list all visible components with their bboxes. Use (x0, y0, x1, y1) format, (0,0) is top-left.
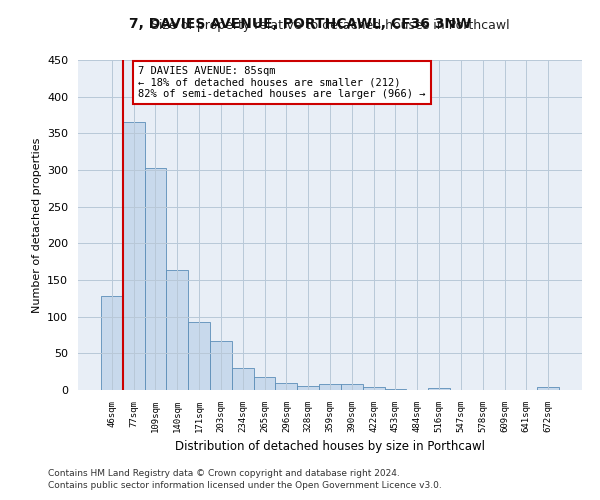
Bar (188, 322, 210, 390)
Bar (537, 387, 559, 390)
Bar (123, 122, 145, 390)
Bar (297, 386, 319, 390)
Bar (319, 384, 341, 390)
Text: 7 DAVIES AVENUE: 85sqm
← 18% of detached houses are smaller (212)
82% of semi-de: 7 DAVIES AVENUE: 85sqm ← 18% of detached… (138, 66, 425, 99)
Bar (101, 296, 123, 390)
Bar (254, 377, 275, 390)
Bar (210, 341, 232, 390)
Bar (145, 168, 166, 390)
Bar (363, 387, 385, 390)
Bar (232, 368, 254, 390)
Text: Contains HM Land Registry data © Crown copyright and database right 2024.: Contains HM Land Registry data © Crown c… (48, 468, 400, 477)
Bar (275, 384, 297, 390)
Y-axis label: Number of detached properties: Number of detached properties (32, 138, 41, 312)
Bar (428, 388, 450, 390)
Title: Size of property relative to detached houses in Porthcawl: Size of property relative to detached ho… (151, 20, 509, 32)
Text: 7, DAVIES AVENUE, PORTHCAWL, CF36 3NW: 7, DAVIES AVENUE, PORTHCAWL, CF36 3NW (129, 18, 471, 32)
X-axis label: Distribution of detached houses by size in Porthcawl: Distribution of detached houses by size … (175, 440, 485, 454)
Bar (166, 270, 188, 390)
Text: Contains public sector information licensed under the Open Government Licence v3: Contains public sector information licen… (48, 481, 442, 490)
Bar (341, 384, 363, 390)
